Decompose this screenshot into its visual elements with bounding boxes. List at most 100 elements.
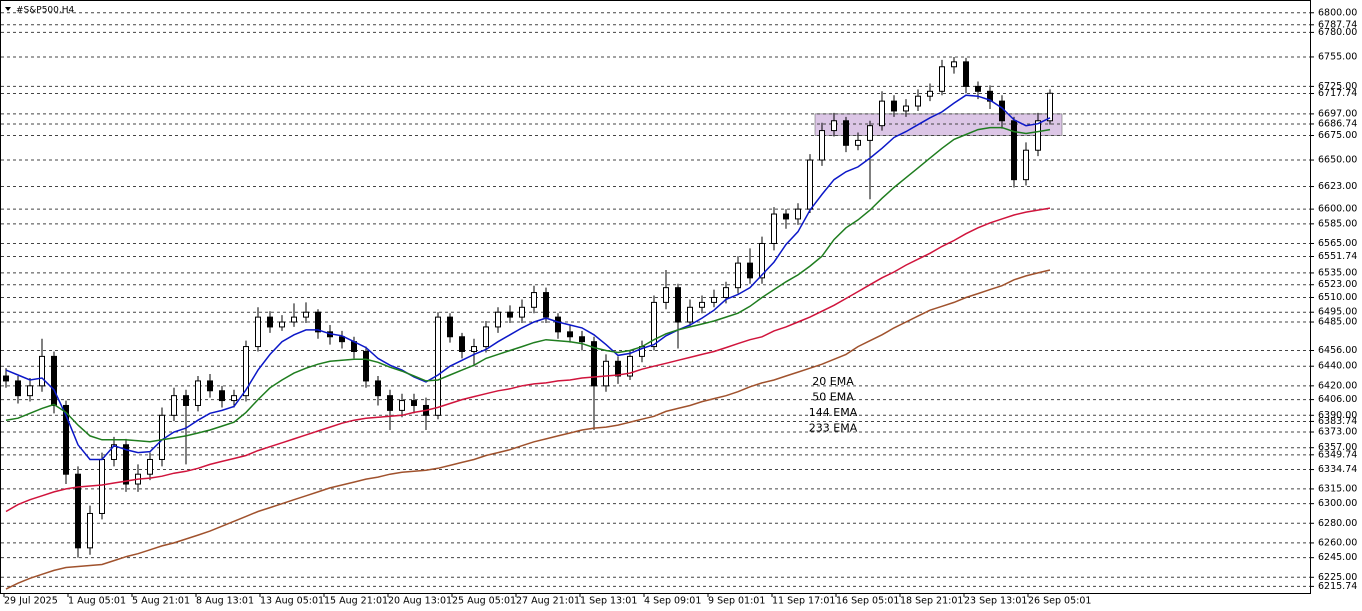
candle-body [879,100,885,127]
candle-body [3,375,9,382]
candle-body [1011,120,1017,181]
y-tick-label: 6755.00 [1318,51,1357,62]
candle-body [267,316,273,328]
candle-body [195,380,201,406]
candle-body [63,404,69,475]
candle-body [387,395,393,411]
y-tick-label: 6675.00 [1318,130,1357,141]
candle-body [999,100,1005,122]
candle-body [867,125,873,141]
candle-body [675,287,681,323]
candle-body [459,336,465,352]
ema-line [5,126,1051,443]
y-tick-label: 6523.00 [1318,279,1357,290]
y-tick-label: 6686.74 [1318,118,1357,129]
y-tick-label: 6800.00 [1318,7,1357,18]
candle-body [303,311,309,318]
candle-body [531,292,537,308]
candle-body [699,301,705,308]
candle-body [1047,92,1053,122]
y-tick-label: 6787.74 [1318,19,1357,30]
y-tick-label: 6225.00 [1318,572,1357,583]
y-tick-label: 6390.00 [1318,410,1357,421]
y-tick-label: 6510.00 [1318,292,1357,303]
y-tick-label: 6456.00 [1318,345,1357,356]
candle-body [939,66,945,92]
candle-body [87,512,93,549]
candle-body [603,360,609,387]
candle-body [183,395,189,406]
candle-body [495,311,501,328]
y-tick-label: 6585.00 [1318,218,1357,229]
y-tick-label: 6485.00 [1318,317,1357,328]
x-tick-label: 5 Aug 21:01 [132,596,190,607]
candle-body [819,130,825,161]
candle-body [123,444,129,485]
candle-body [771,213,777,244]
candle-body [975,85,981,92]
y-tick-label: 6260.00 [1318,537,1357,548]
candle-body [471,346,477,352]
candle-body [627,355,633,377]
candle-body [99,458,105,514]
candle-body [567,331,573,338]
candle-body [363,350,369,382]
x-tick-label: 4 Sep 09:01 [644,596,701,607]
candle-body [951,61,957,68]
legend-label: 50 EMA [812,391,854,404]
x-tick-label: 15 Aug 21:01 [324,596,388,607]
candle-body [51,355,57,406]
y-tick-label: 6623.00 [1318,181,1357,192]
legend-label: 144 EMA [809,406,858,419]
y-tick-label: 6600.00 [1318,204,1357,215]
menu-triangle [5,7,11,11]
candle-body [447,316,453,338]
candle-body [723,287,729,298]
candle-body [291,316,297,323]
x-tick-label: 26 Sep 05:01 [1028,596,1091,607]
candle-body [543,292,549,318]
x-tick-label: 13 Aug 05:01 [260,596,324,607]
y-tick-label: 6495.00 [1318,307,1357,318]
candle-body [651,301,657,348]
x-tick-label: 29 Jul 2025 [4,596,58,607]
ema-line [5,94,1051,461]
x-tick-label: 18 Sep 21:01 [900,596,963,607]
ema-line [5,207,1051,513]
candle-body [579,336,585,343]
candle-body [615,360,621,377]
x-tick-label: 11 Sep 17:01 [772,596,835,607]
candle-body [279,321,285,328]
legend-label: 233 EMA [809,422,858,435]
candle-body [735,262,741,289]
y-tick-label: 6697.00 [1318,108,1357,119]
x-tick-label: 1 Aug 05:01 [68,596,126,607]
ema-line [5,269,1051,590]
candle-body [843,120,849,146]
candle-body [399,400,405,411]
candle-body [207,380,213,392]
candle-body [315,311,321,333]
candle-body [15,380,21,397]
candle-body [987,90,993,102]
x-tick-label: 27 Aug 21:01 [516,596,580,607]
candle-body [411,400,417,406]
candle-body [555,316,561,333]
candle-body [519,306,525,318]
y-tick-label: 6300.00 [1318,498,1357,509]
candle-body [171,395,177,416]
candle-body [711,296,717,303]
x-tick-label: 20 Aug 13:01 [388,596,452,607]
candle-body [927,90,933,97]
candle-body [75,473,81,549]
candle-body [747,262,753,279]
y-tick-label: 6383.74 [1318,416,1357,427]
y-tick-label: 6420.00 [1318,380,1357,391]
y-tick-label: 6650.00 [1318,155,1357,166]
x-tick-label: 9 Sep 01:01 [708,596,765,607]
candle-body [483,326,489,348]
y-tick-label: 6440.00 [1318,361,1357,372]
candle-body [39,355,45,387]
